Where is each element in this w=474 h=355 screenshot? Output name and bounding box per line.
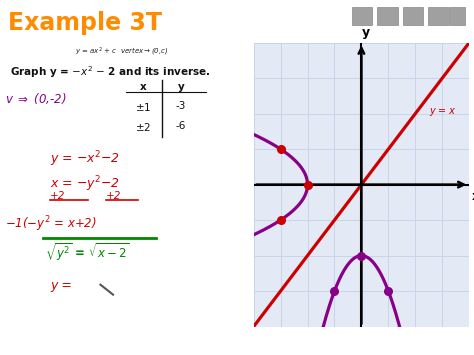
Text: x: x xyxy=(472,190,474,203)
Text: y: y xyxy=(361,26,370,39)
Text: y = $-x^2$$-$2: y = $-x^2$$-$2 xyxy=(50,149,120,169)
Bar xyxy=(428,7,449,24)
Text: -3: -3 xyxy=(176,101,186,111)
Text: Graph y = $-x^2$ $-$ 2 and its inverse.: Graph y = $-x^2$ $-$ 2 and its inverse. xyxy=(10,64,210,80)
Text: +2: +2 xyxy=(50,191,65,201)
Text: x: x xyxy=(140,82,146,92)
Text: Example 3T: Example 3T xyxy=(8,11,162,35)
Text: +2: +2 xyxy=(106,191,121,201)
Bar xyxy=(377,7,398,24)
Bar xyxy=(403,7,423,24)
Text: $\pm$1: $\pm$1 xyxy=(135,101,151,113)
Text: $\pm$2: $\pm$2 xyxy=(135,121,151,133)
Text: x = $-y^2$$-$2: x = $-y^2$$-$2 xyxy=(50,174,120,193)
Text: y =: y = xyxy=(50,279,76,292)
Text: -6: -6 xyxy=(176,121,186,131)
Text: y = x: y = x xyxy=(429,105,455,116)
Text: $-$1($-y^2$ = x+2): $-$1($-y^2$ = x+2) xyxy=(5,215,97,234)
Bar xyxy=(352,7,372,24)
Text: y = ax$^2$ + c  vertex$\rightarrow$(0,c): y = ax$^2$ + c vertex$\rightarrow$(0,c) xyxy=(75,46,169,59)
Text: y: y xyxy=(177,82,184,92)
Bar xyxy=(450,7,465,24)
Text: $\sqrt{y^2}$ = $\sqrt{x-2}$: $\sqrt{y^2}$ = $\sqrt{x-2}$ xyxy=(45,242,129,264)
Text: v $\Rightarrow$ (0,-2): v $\Rightarrow$ (0,-2) xyxy=(5,91,67,105)
